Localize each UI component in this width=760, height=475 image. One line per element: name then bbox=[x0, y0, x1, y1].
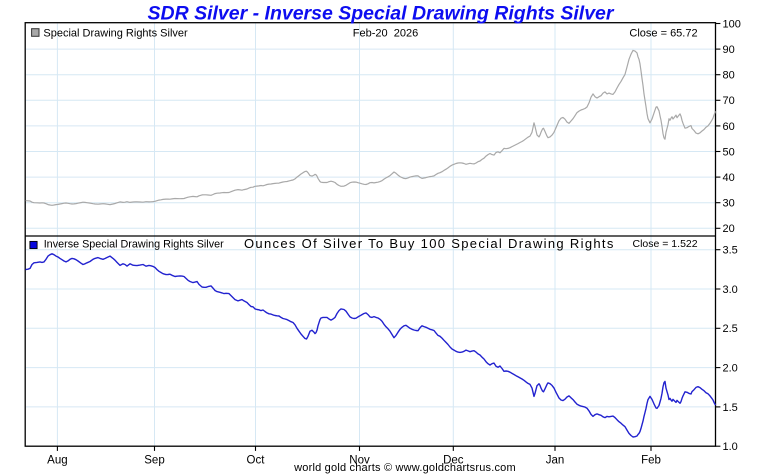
svg-text:Dec: Dec bbox=[443, 455, 464, 467]
svg-text:Jan: Jan bbox=[546, 455, 565, 467]
svg-text:50: 50 bbox=[723, 146, 735, 158]
svg-text:world gold charts © www.goldch: world gold charts © www.goldchartsrus.co… bbox=[293, 462, 516, 474]
svg-text:Close = 1.522: Close = 1.522 bbox=[633, 238, 698, 250]
svg-text:Feb: Feb bbox=[641, 455, 661, 467]
svg-text:SDR Silver - Inverse Special D: SDR Silver - Inverse Special Drawing Rig… bbox=[147, 2, 614, 24]
svg-text:Oct: Oct bbox=[247, 455, 266, 467]
svg-text:Special Drawing Rights Silver: Special Drawing Rights Silver bbox=[43, 27, 188, 39]
svg-text:3.0: 3.0 bbox=[723, 284, 738, 296]
svg-text:2.0: 2.0 bbox=[723, 363, 738, 375]
svg-text:1.0: 1.0 bbox=[723, 441, 738, 453]
svg-text:Ounces Of Silver To Buy 100 Sp: Ounces Of Silver To Buy 100 Special Draw… bbox=[244, 236, 615, 251]
svg-text:Inverse Special Drawing Rights: Inverse Special Drawing Rights Silver bbox=[44, 239, 224, 251]
svg-text:30: 30 bbox=[723, 198, 735, 210]
svg-text:Nov: Nov bbox=[349, 455, 370, 467]
svg-text:20: 20 bbox=[723, 223, 735, 235]
svg-text:70: 70 bbox=[723, 95, 735, 107]
svg-text:Sep: Sep bbox=[144, 455, 164, 467]
svg-text:2.5: 2.5 bbox=[723, 323, 738, 335]
svg-text:90: 90 bbox=[723, 44, 735, 56]
svg-text:100: 100 bbox=[723, 18, 741, 30]
svg-text:Feb-20 2026: Feb-20 2026 bbox=[353, 27, 418, 39]
svg-text:60: 60 bbox=[723, 121, 735, 133]
svg-text:Close = 65.72: Close = 65.72 bbox=[629, 27, 697, 39]
svg-text:Aug: Aug bbox=[47, 455, 67, 467]
svg-text:40: 40 bbox=[723, 172, 735, 184]
svg-text:80: 80 bbox=[723, 70, 735, 82]
svg-text:3.5: 3.5 bbox=[723, 245, 738, 257]
svg-text:1.5: 1.5 bbox=[723, 402, 738, 414]
